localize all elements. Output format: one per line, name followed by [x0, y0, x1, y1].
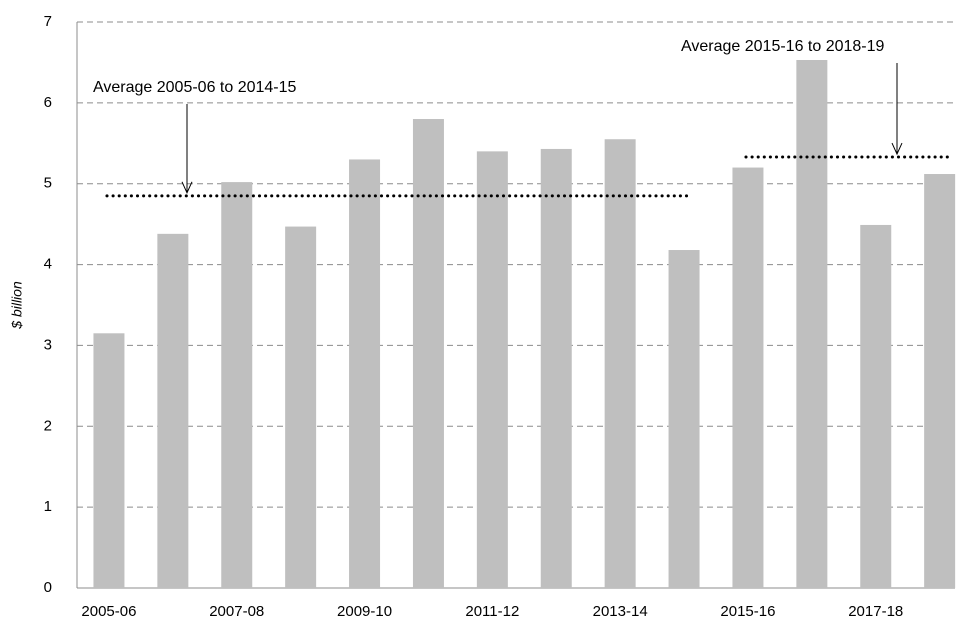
x-tick-label: 2017-18	[848, 603, 903, 620]
y-tick-label: 5	[44, 175, 52, 192]
x-tick-label: 2011-12	[465, 603, 519, 620]
y-tick-label: 4	[44, 256, 52, 273]
arrow-head	[891, 142, 903, 156]
bar	[732, 167, 764, 589]
bar	[540, 148, 572, 588]
x-tick-label: 2009-10	[337, 603, 392, 620]
annotation: Average 2015-16 to 2018-19	[681, 38, 885, 55]
y-tick-label: 7	[44, 13, 52, 30]
bar	[285, 226, 317, 588]
bar	[476, 151, 508, 588]
x-tick-label: 2015-16	[720, 603, 775, 620]
bar	[604, 139, 636, 588]
y-tick-label: 6	[44, 94, 52, 111]
bar	[796, 60, 828, 588]
y-tick-label: 1	[44, 498, 52, 515]
bar	[221, 182, 253, 588]
bar	[412, 119, 444, 589]
y-axis-label: $ billion	[9, 281, 25, 330]
arrow-head	[181, 181, 193, 195]
bar	[157, 233, 189, 589]
bar	[924, 174, 956, 589]
x-tick-label: 2007-08	[209, 603, 264, 620]
bar	[349, 159, 381, 588]
y-tick-label: 0	[44, 579, 52, 596]
y-tick-label: 3	[44, 336, 52, 353]
annotation: Average 2005-06 to 2014-15	[93, 79, 297, 96]
bar	[93, 333, 125, 588]
x-tick-label: 2013-14	[593, 603, 648, 620]
bar	[860, 224, 892, 589]
x-tick-label: 2005-06	[81, 603, 136, 620]
bar	[668, 250, 700, 588]
y-tick-label: 2	[44, 417, 52, 434]
